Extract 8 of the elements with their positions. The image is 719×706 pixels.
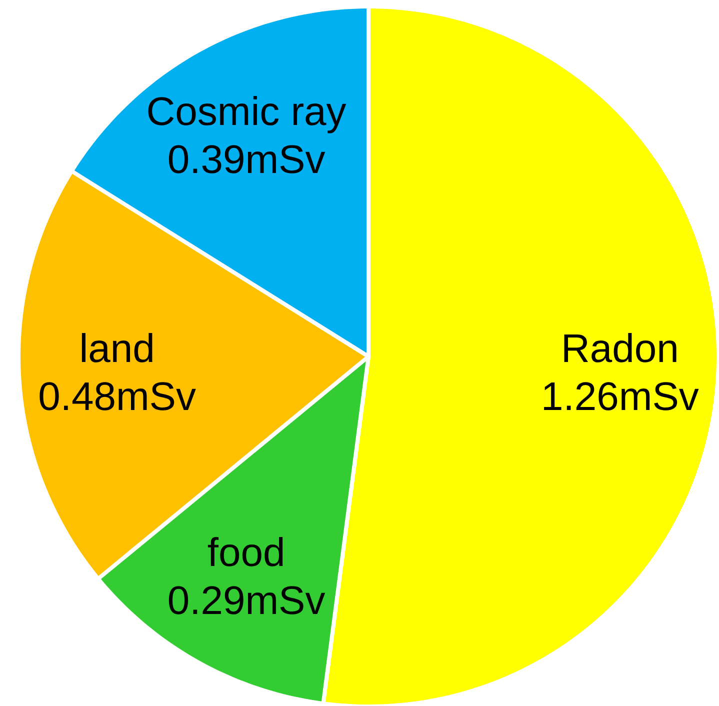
- data-label: 0.39mSv: [167, 138, 326, 182]
- slice-label: land: [79, 326, 155, 371]
- data-label: 0.48mSv: [38, 374, 196, 419]
- slice-label: food: [207, 530, 286, 575]
- data-label: 1.26mSv: [541, 374, 699, 419]
- slice-label: Cosmic ray: [146, 90, 346, 134]
- data-label: 0.29mSv: [167, 578, 326, 623]
- slice-label: Radon: [561, 326, 679, 371]
